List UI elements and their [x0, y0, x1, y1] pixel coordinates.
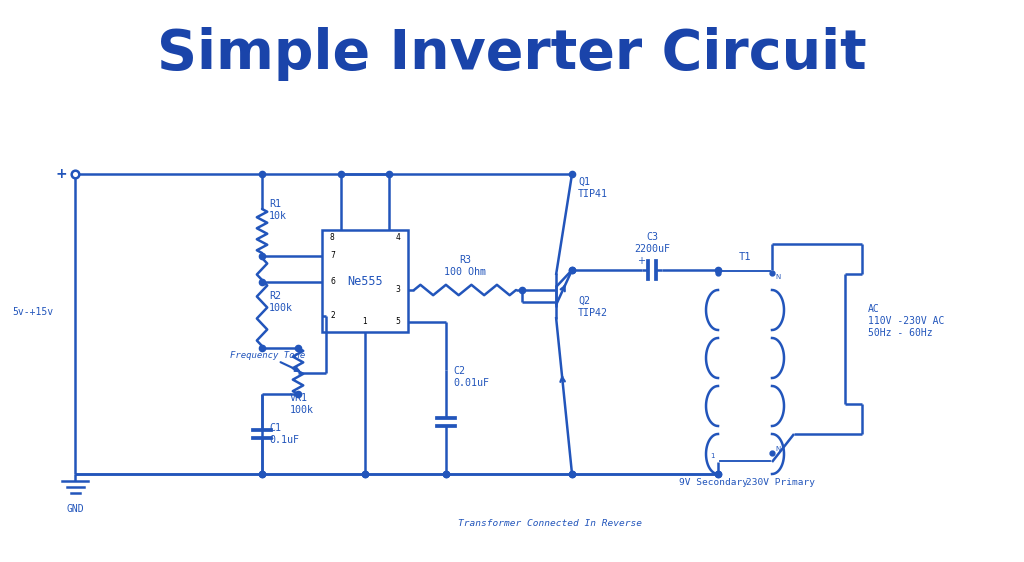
Text: GND: GND	[67, 504, 84, 514]
Text: AC
110V -230V AC
50Hz - 60Hz: AC 110V -230V AC 50Hz - 60Hz	[868, 305, 944, 338]
Text: R3
100 Ohm: R3 100 Ohm	[444, 255, 486, 277]
Text: Frequency Tone: Frequency Tone	[230, 351, 305, 360]
Text: Q2
TIP42: Q2 TIP42	[578, 296, 608, 318]
Text: C3
2200uF: C3 2200uF	[634, 233, 670, 254]
Text: N: N	[775, 274, 780, 280]
Text: C2
0.01uF: C2 0.01uF	[453, 366, 489, 388]
Text: VR1
100k: VR1 100k	[290, 393, 314, 415]
Text: R1
10k: R1 10k	[269, 199, 287, 221]
Text: 8: 8	[330, 233, 335, 242]
Text: 5v-+15v: 5v-+15v	[12, 307, 53, 317]
Text: 9V Secondary: 9V Secondary	[679, 478, 748, 487]
Text: +: +	[637, 256, 645, 266]
Text: Transformer Connected In Reverse: Transformer Connected In Reverse	[458, 519, 642, 528]
Text: 1: 1	[710, 453, 715, 459]
Text: +: +	[55, 167, 67, 181]
Text: Q1
TIP41: Q1 TIP41	[578, 177, 608, 199]
Text: C1
0.1uF: C1 0.1uF	[269, 423, 299, 445]
Text: 3: 3	[395, 285, 400, 294]
Text: 2: 2	[330, 311, 335, 320]
Text: 4: 4	[395, 233, 400, 242]
Text: 5: 5	[395, 318, 400, 327]
Text: R2
100k: R2 100k	[269, 291, 293, 313]
Text: 7: 7	[330, 252, 335, 261]
Text: Ne555: Ne555	[347, 274, 383, 288]
Text: 230V Primary: 230V Primary	[745, 478, 814, 487]
FancyBboxPatch shape	[322, 230, 408, 332]
Text: N: N	[775, 446, 780, 452]
Text: Simple Inverter Circuit: Simple Inverter Circuit	[158, 27, 867, 81]
Text: 6: 6	[330, 278, 335, 287]
Text: 1: 1	[362, 317, 368, 326]
Text: T1: T1	[738, 252, 752, 262]
